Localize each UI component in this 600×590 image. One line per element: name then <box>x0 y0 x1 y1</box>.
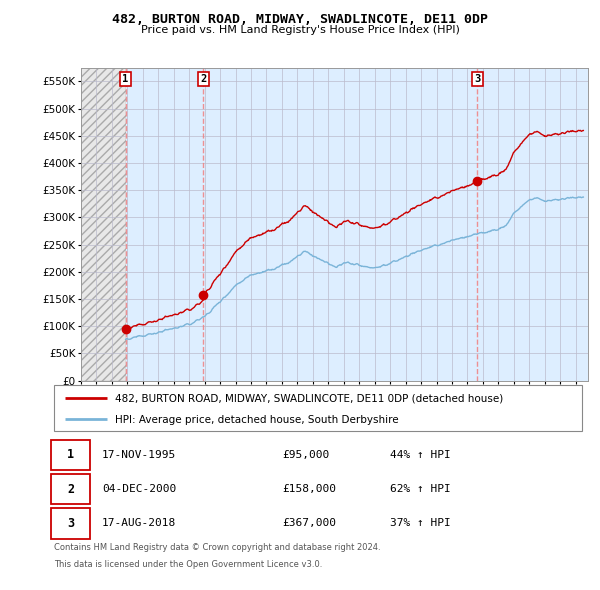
Text: 3: 3 <box>67 517 74 530</box>
Text: 44% ↑ HPI: 44% ↑ HPI <box>390 450 451 460</box>
Text: £158,000: £158,000 <box>282 484 336 494</box>
Text: Contains HM Land Registry data © Crown copyright and database right 2024.: Contains HM Land Registry data © Crown c… <box>54 543 380 552</box>
Text: 37% ↑ HPI: 37% ↑ HPI <box>390 519 451 528</box>
Text: 2: 2 <box>67 483 74 496</box>
Text: 1: 1 <box>67 448 74 461</box>
Text: HPI: Average price, detached house, South Derbyshire: HPI: Average price, detached house, Sout… <box>115 415 398 425</box>
Text: 482, BURTON ROAD, MIDWAY, SWADLINCOTE, DE11 0DP: 482, BURTON ROAD, MIDWAY, SWADLINCOTE, D… <box>112 13 488 26</box>
Text: £367,000: £367,000 <box>282 519 336 528</box>
Text: £95,000: £95,000 <box>282 450 329 460</box>
Text: 482, BURTON ROAD, MIDWAY, SWADLINCOTE, DE11 0DP (detached house): 482, BURTON ROAD, MIDWAY, SWADLINCOTE, D… <box>115 394 503 404</box>
FancyBboxPatch shape <box>54 385 582 431</box>
Text: 17-AUG-2018: 17-AUG-2018 <box>102 519 176 528</box>
Text: 62% ↑ HPI: 62% ↑ HPI <box>390 484 451 494</box>
Bar <box>81 68 125 381</box>
Text: 04-DEC-2000: 04-DEC-2000 <box>102 484 176 494</box>
Bar <box>81 68 125 381</box>
Text: 1: 1 <box>122 74 128 84</box>
Text: 2: 2 <box>200 74 206 84</box>
Text: 17-NOV-1995: 17-NOV-1995 <box>102 450 176 460</box>
Text: Price paid vs. HM Land Registry's House Price Index (HPI): Price paid vs. HM Land Registry's House … <box>140 25 460 35</box>
Text: This data is licensed under the Open Government Licence v3.0.: This data is licensed under the Open Gov… <box>54 560 322 569</box>
Text: 3: 3 <box>474 74 480 84</box>
